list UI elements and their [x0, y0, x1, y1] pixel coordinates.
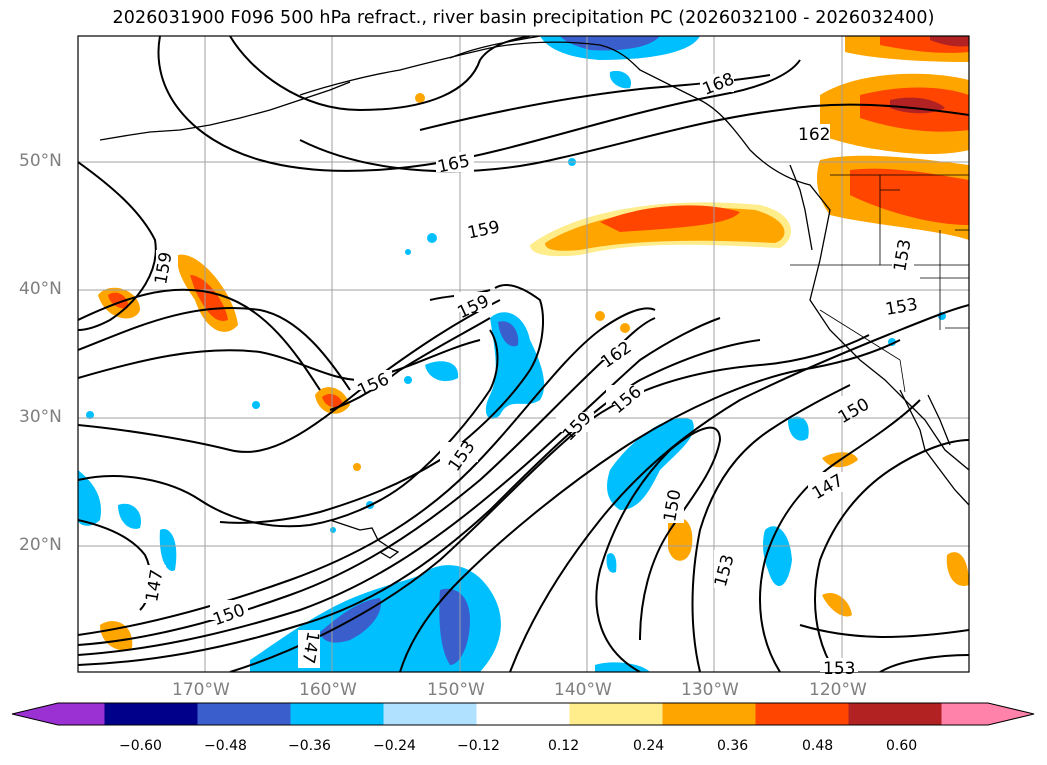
- colorbar-segment: [104, 703, 198, 725]
- lat-label-20n: 20°N: [19, 535, 62, 555]
- borders: [790, 174, 969, 393]
- colorbar-tick: 0.24: [633, 738, 665, 754]
- colorbar-segment: [197, 703, 291, 725]
- lon-label-130w: 130°W: [681, 680, 739, 700]
- colorbar-tick: 0.60: [886, 738, 918, 754]
- colorbar-segment: [662, 703, 756, 725]
- lon-label-160w: 160°W: [299, 680, 357, 700]
- colorbar-tick: 0.12: [548, 738, 580, 754]
- colorbar-tick: −0.24: [373, 738, 416, 754]
- lon-label-150w: 150°W: [427, 680, 485, 700]
- colorbar-segments: [12, 703, 1034, 725]
- lon-label-170w: 170°W: [172, 680, 230, 700]
- colorbar-extend-low: [12, 703, 105, 725]
- colorbar-segment: [848, 703, 942, 725]
- map-title: 2026031900 F096 500 hPa refract., river …: [112, 8, 935, 28]
- colorbar-segment: [290, 703, 384, 725]
- lon-label-120w: 120°W: [809, 680, 867, 700]
- colorbar-segment: [383, 703, 477, 725]
- colorbar-tick: −0.48: [204, 738, 247, 754]
- positive-anomaly-central: [668, 517, 693, 561]
- negative-anomaly-subtropical-jet: [425, 312, 545, 419]
- colorbar-segment: [569, 703, 663, 725]
- graticule: [78, 36, 969, 672]
- negative-anomaly-gulf-alaska: [540, 36, 700, 89]
- map-frame: [77, 35, 970, 673]
- colorbar-tick: 0.36: [717, 738, 749, 754]
- lat-label-40n: 40°N: [19, 279, 62, 299]
- lat-label-50n: 50°N: [19, 151, 62, 171]
- colorbar-tick: −0.12: [457, 738, 500, 754]
- lat-label-30n: 30°N: [19, 407, 62, 427]
- colorbar-extend-high: [941, 703, 1034, 725]
- colorbar: [11, 702, 1035, 726]
- contour-labels: 168 162 165 159 159 159 153 153 162 156 …: [142, 69, 922, 679]
- contour-label: 153: [823, 659, 855, 679]
- contour-label: 162: [798, 125, 830, 145]
- height-contours: [78, 36, 969, 672]
- colorbar-tick: −0.36: [288, 738, 331, 754]
- shaded-anomalies: [78, 36, 969, 672]
- lon-label-140w: 140°W: [554, 680, 612, 700]
- positive-anomaly-42n-band: [530, 202, 792, 257]
- colorbar-segment: [755, 703, 849, 725]
- colorbar-tick: −0.60: [119, 738, 162, 754]
- colorbar-tick: 0.48: [802, 738, 834, 754]
- colorbar-segment: [476, 703, 570, 725]
